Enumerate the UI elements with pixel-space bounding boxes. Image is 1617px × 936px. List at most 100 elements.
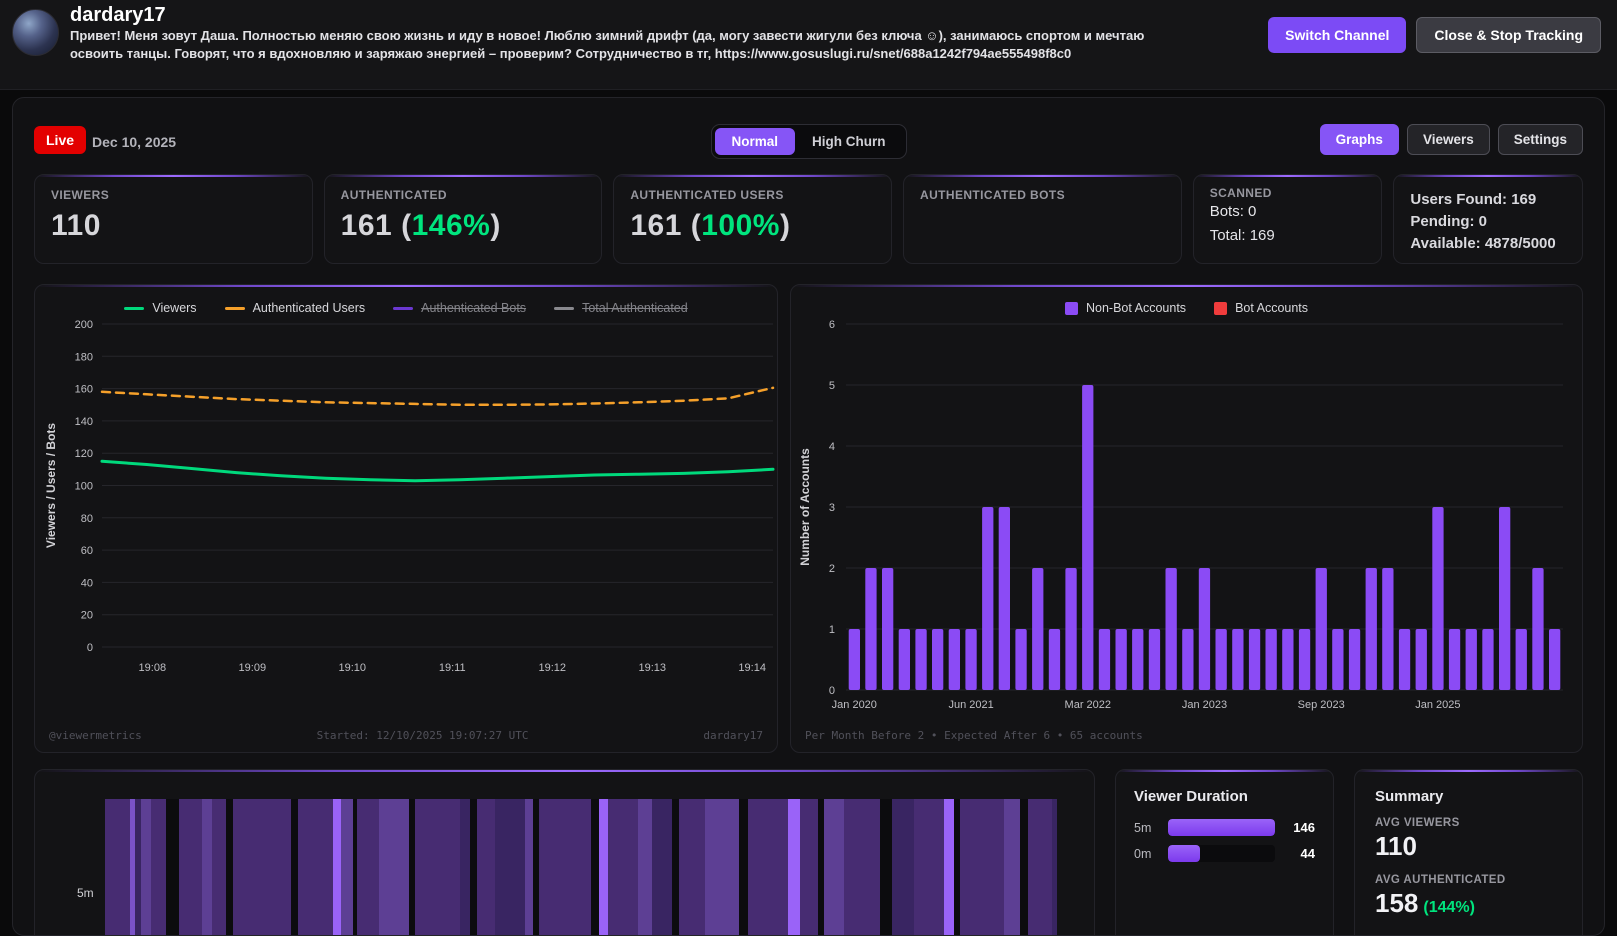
legend-item[interactable]: Non-Bot Accounts <box>1065 301 1186 315</box>
avg-authenticated-value: 158 (144%) <box>1375 888 1475 918</box>
svg-text:2: 2 <box>829 563 835 575</box>
heatmap-stripe <box>914 799 944 935</box>
svg-text:0: 0 <box>829 685 835 697</box>
svg-text:Mar 2022: Mar 2022 <box>1065 699 1111 711</box>
heatmap-stripe <box>1052 799 1057 935</box>
line-chart-legend: Viewers Authenticated Users Authenticated … <box>35 301 777 315</box>
heatmap-stripe <box>415 799 460 935</box>
mode-normal-option[interactable]: Normal <box>714 128 796 155</box>
svg-text:140: 140 <box>75 416 93 428</box>
app-header: dardary17 Привет! Меня зовут Даша. Полно… <box>0 0 1617 90</box>
live-badge: Live <box>34 126 87 154</box>
heatmap-stripe <box>477 799 495 935</box>
heatmap-stripe <box>166 799 179 935</box>
heatmap-stripe <box>844 799 880 935</box>
svg-text:19:09: 19:09 <box>239 662 267 674</box>
svg-text:200: 200 <box>75 319 93 331</box>
stat-label: SCANNED <box>1209 186 1272 200</box>
legend-label: Authenticated Bots <box>421 301 527 315</box>
svg-text:4: 4 <box>829 441 835 453</box>
stat-label: AUTHENTICATED <box>340 188 447 202</box>
heatmap-stripe <box>233 799 291 935</box>
pending: Pending: 0 <box>1410 213 1488 230</box>
bar-chart-legend: Non-Bot Accounts Bot Accounts <box>791 301 1582 315</box>
legend-label: Bot Accounts <box>1235 301 1309 315</box>
view-tabs: Graphs Viewers Settings <box>1319 124 1583 155</box>
duration-heatmap-panel: 5m <box>34 769 1095 935</box>
tab-viewers[interactable]: Viewers <box>1406 124 1490 155</box>
legend-label: Total Authenticated <box>582 301 688 315</box>
heatmap-stripe <box>525 799 533 935</box>
heatmap-stripe <box>135 799 141 935</box>
heatmap-stripe <box>892 799 914 935</box>
heatmap-stripe <box>1004 799 1020 935</box>
tab-graphs[interactable]: Graphs <box>1319 124 1399 155</box>
svg-text:3: 3 <box>829 502 835 514</box>
heatmap-stripe <box>739 799 748 935</box>
legend-item[interactable]: Authenticated Users <box>224 301 366 315</box>
svg-text:19:12: 19:12 <box>538 662 566 674</box>
switch-channel-button[interactable]: Switch Channel <box>1268 17 1407 53</box>
svg-text:Viewers / Users / Bots: Viewers / Users / Bots <box>44 423 58 549</box>
heatmap-stripe <box>495 799 525 935</box>
svg-text:20: 20 <box>81 610 93 622</box>
svg-text:19:08: 19:08 <box>139 662 167 674</box>
heatmap-stripe <box>341 799 353 935</box>
heatmap-stripe <box>1020 799 1028 935</box>
duration-value: 146 <box>1293 820 1315 835</box>
heatmap-stripe <box>880 799 892 935</box>
channel-bio-line1: Привет! Меня зовут Даша. Полностью меняю… <box>70 28 1145 43</box>
heatmap-stripe <box>212 799 226 935</box>
svg-text:19:13: 19:13 <box>638 662 666 674</box>
stat-value: 161 (100%) <box>630 209 791 242</box>
svg-text:Number of Accounts: Number of Accounts <box>798 448 812 566</box>
heatmap-stripe <box>748 799 788 935</box>
svg-text:40: 40 <box>81 577 93 589</box>
stat-card-authenticated-users: AUTHENTICATED USERS 161 (100%) <box>613 174 893 264</box>
heatmap-stripe <box>599 799 608 935</box>
heatmap-stripe <box>333 799 341 935</box>
viewers-line-chart-panel: Viewers Authenticated Users Authenticated … <box>34 284 779 753</box>
viewers-line-chart: 0 20 40 60 80 100 120 140 160 180 200 19:08 19:09 19:… <box>44 319 775 674</box>
heatmap-stripe <box>652 799 672 935</box>
legend-label: Viewers <box>152 301 197 315</box>
duration-heatmap <box>105 799 1057 935</box>
heatmap-stripe <box>672 799 679 935</box>
heatmap-row-label: 5m <box>77 886 94 900</box>
legend-item[interactable]: Viewers <box>124 301 197 315</box>
legend-swatch <box>554 306 575 310</box>
legend-swatch <box>1065 301 1078 315</box>
svg-text:100: 100 <box>75 481 93 493</box>
stat-label: AUTHENTICATED BOTS <box>920 188 1065 202</box>
avg-viewers-value: 110 <box>1375 831 1417 861</box>
duration-label: 5m <box>1134 820 1152 835</box>
charts-row: Viewers Authenticated Users Authenticated … <box>34 284 1583 753</box>
legend-label: Authenticated Users <box>252 301 366 315</box>
svg-text:Jan 2023: Jan 2023 <box>1182 699 1227 711</box>
legend-item[interactable]: Authenticated Bots <box>393 301 526 315</box>
tab-settings[interactable]: Settings <box>1497 124 1583 155</box>
heatmap-stripe <box>533 799 539 935</box>
scanned-total: Total: 169 <box>1209 227 1275 244</box>
viewer-duration-panel: Viewer Duration 5m 146 0m 44 <box>1115 769 1334 935</box>
heatmap-stripe <box>679 799 705 935</box>
heatmap-stripe <box>1028 799 1052 935</box>
avg-viewers-label: AVG VIEWERS <box>1375 817 1460 829</box>
stat-label: AUTHENTICATED USERS <box>630 188 784 202</box>
summary-title: Summary <box>1375 788 1444 805</box>
duration-value: 44 <box>1300 846 1315 861</box>
stat-label: VIEWERS <box>51 188 110 202</box>
avg-authenticated-label: AVG AUTHENTICATED <box>1375 874 1506 886</box>
mode-high-churn-option[interactable]: High Churn <box>795 128 903 155</box>
stat-card-authenticated-bots: AUTHENTICATED BOTS <box>903 174 1182 264</box>
duration-bar-fill <box>1168 819 1275 836</box>
heatmap-stripe <box>298 799 333 935</box>
stat-value: 110 <box>51 209 101 242</box>
summary-panel: Summary AVG VIEWERS 110 AVG AUTHENTICATE… <box>1354 769 1583 935</box>
close-stop-tracking-button[interactable]: Close & Stop Tracking <box>1416 17 1601 53</box>
stat-card-scanned: SCANNED Bots: 0 Total: 169 <box>1192 174 1383 264</box>
heatmap-stripe <box>291 799 298 935</box>
legend-item[interactable]: Bot Accounts <box>1214 301 1308 315</box>
duration-label: 0m <box>1134 846 1152 861</box>
legend-item[interactable]: Total Authenticated <box>554 301 688 315</box>
